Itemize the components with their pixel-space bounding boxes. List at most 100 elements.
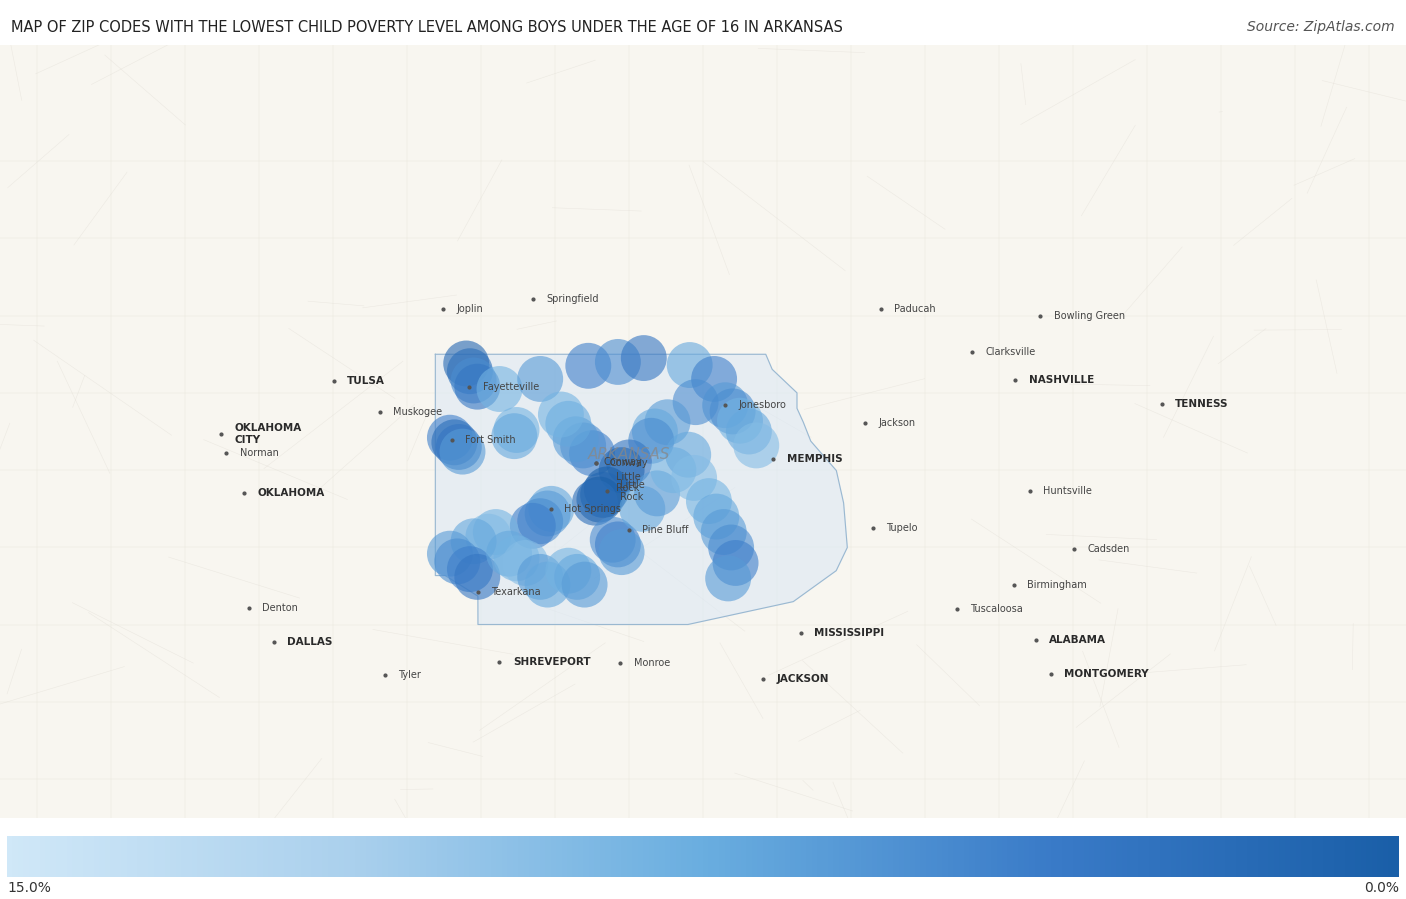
Point (505, 551, 527, 565)
Text: Denton: Denton (263, 603, 298, 613)
Text: JACKSON: JACKSON (776, 674, 830, 684)
Point (529, 372, 551, 387)
Point (685, 395, 707, 409)
Point (567, 570, 589, 584)
Text: ALABAMA: ALABAMA (1049, 636, 1107, 645)
Point (697, 494, 720, 508)
Point (617, 455, 640, 469)
Point (456, 356, 478, 370)
Text: SHREVEPORT: SHREVEPORT (513, 656, 591, 666)
Text: NASHVILLE: NASHVILLE (1029, 375, 1094, 385)
Point (540, 502, 562, 516)
Point (503, 429, 526, 443)
Point (714, 398, 737, 413)
Point (588, 493, 610, 507)
Point (602, 532, 624, 547)
Point (592, 488, 614, 503)
Text: Norman: Norman (240, 448, 278, 458)
Point (633, 351, 655, 365)
Point (713, 525, 735, 539)
Text: Tyler: Tyler (398, 670, 420, 680)
Text: MEMPHIS: MEMPHIS (787, 454, 842, 464)
Text: Monroe: Monroe (634, 658, 669, 668)
Point (574, 577, 596, 592)
Point (557, 564, 579, 578)
Point (679, 358, 702, 372)
Point (676, 448, 699, 462)
Point (631, 502, 654, 516)
Point (657, 415, 679, 430)
Text: MAP OF ZIP CODES WITH THE LOWEST CHILD POVERTY LEVEL AMONG BOYS UNDER THE AGE OF: MAP OF ZIP CODES WITH THE LOWEST CHILD P… (11, 20, 844, 35)
Text: Cadsden: Cadsden (1087, 544, 1129, 554)
Point (606, 355, 628, 369)
Point (529, 514, 551, 529)
Point (581, 446, 603, 460)
Text: Source: ZipAtlas.com: Source: ZipAtlas.com (1247, 20, 1395, 34)
Text: Pine Bluff: Pine Bluff (643, 525, 689, 535)
Point (640, 433, 662, 448)
Text: OKLAHOMA
CITY: OKLAHOMA CITY (235, 423, 301, 445)
Point (645, 486, 668, 501)
Point (498, 547, 520, 561)
Point (515, 556, 537, 570)
Point (557, 416, 579, 431)
Point (728, 414, 751, 428)
Text: Hot Springs: Hot Springs (564, 503, 621, 513)
Text: TENNESS: TENNESS (1175, 398, 1229, 409)
Point (458, 364, 481, 378)
Point (576, 359, 599, 373)
Point (662, 463, 685, 477)
Point (572, 438, 595, 452)
Point (485, 525, 508, 539)
Point (745, 438, 768, 452)
Text: Muskogee: Muskogee (394, 407, 441, 417)
Point (446, 554, 468, 568)
Point (610, 463, 633, 477)
Point (606, 538, 628, 552)
Point (536, 506, 558, 521)
Point (704, 510, 727, 524)
Point (439, 431, 461, 445)
Text: Texarkana: Texarkana (491, 587, 540, 597)
Point (447, 440, 470, 454)
Point (465, 379, 488, 394)
Point (522, 519, 544, 533)
Text: Huntsville: Huntsville (1043, 486, 1092, 496)
Text: Little
Rock: Little Rock (616, 472, 640, 493)
Point (564, 432, 586, 447)
Text: MISSISSIPPI: MISSISSIPPI (814, 628, 884, 637)
Text: 0.0%: 0.0% (1364, 881, 1399, 895)
Text: Joplin: Joplin (457, 304, 484, 314)
Text: Conway: Conway (610, 458, 648, 468)
Point (536, 577, 558, 592)
Text: DALLAS: DALLAS (287, 637, 333, 647)
Point (451, 444, 474, 458)
Point (550, 407, 572, 422)
Point (458, 562, 481, 576)
Point (465, 570, 488, 584)
Text: Little
Rock: Little Rock (620, 480, 645, 502)
Text: Tupelo: Tupelo (886, 522, 918, 532)
Text: TULSA: TULSA (347, 376, 385, 386)
Text: Fort Smith: Fort Smith (465, 435, 516, 445)
Text: Paducah: Paducah (894, 304, 935, 314)
Point (610, 545, 633, 559)
Point (505, 423, 527, 437)
Text: Bowling Green: Bowling Green (1053, 311, 1125, 321)
Polygon shape (436, 354, 848, 625)
Point (529, 570, 551, 584)
Point (683, 471, 706, 485)
Point (463, 534, 485, 548)
Point (443, 435, 465, 450)
Text: Birmingham: Birmingham (1026, 580, 1087, 590)
Text: Tuscaloosa: Tuscaloosa (970, 603, 1024, 614)
Point (463, 373, 485, 387)
Point (738, 424, 761, 439)
Point (720, 540, 742, 555)
Text: Jonesboro: Jonesboro (738, 400, 786, 410)
Point (439, 547, 461, 561)
Text: MONTGOMERY: MONTGOMERY (1064, 669, 1149, 679)
Text: 15.0%: 15.0% (7, 881, 51, 895)
Point (717, 571, 740, 585)
Point (724, 556, 747, 570)
